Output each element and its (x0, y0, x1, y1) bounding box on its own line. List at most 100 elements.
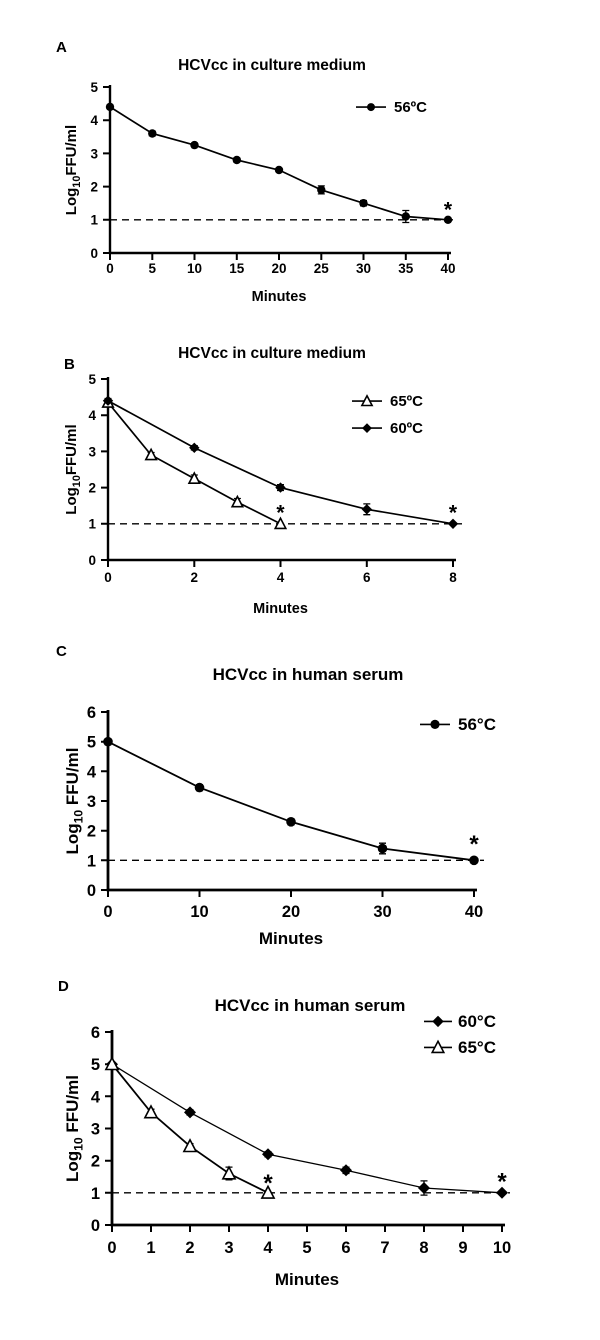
y-axis-label: Log10FFU/ml (63, 125, 83, 215)
svg-text:2: 2 (191, 570, 199, 585)
data-point-marker (144, 447, 158, 461)
data-point-marker (361, 504, 372, 515)
panel-label: D (58, 978, 69, 995)
data-point-marker (430, 1039, 446, 1054)
data-point-marker (182, 1138, 198, 1153)
data-point-marker (230, 494, 245, 508)
axes (105, 1030, 505, 1232)
panel-A-chart: A HCVcc in culture medium 0 1 2 3 4 5 0 5 10 15 20 25… (0, 0, 600, 330)
panel-label: B (64, 356, 75, 373)
panel-B-chart: B HCVcc in culture medium 0 1 2 3 4 5 0 2 4 6 8 Log10… (0, 330, 600, 640)
legend-label: 56ºC (394, 99, 427, 116)
x-axis-ticks (111, 1225, 503, 1232)
data-point-marker (367, 103, 375, 112)
axes (101, 710, 477, 897)
data-point-marker (360, 394, 374, 407)
chart-title: HCVcc in human serum (213, 665, 404, 684)
legend-label: 60°C (458, 1012, 496, 1031)
panel-label: A (56, 39, 67, 56)
y-tick-labels: 0 1 2 3 4 5 6 (87, 704, 97, 900)
y-axis-label: Log10 FFU/ml (63, 747, 85, 854)
svg-text:4: 4 (90, 113, 98, 128)
svg-text:10: 10 (493, 1239, 511, 1257)
series-line (111, 1063, 503, 1194)
legend-label: 65°C (458, 1038, 496, 1057)
svg-text:0: 0 (107, 1239, 116, 1257)
svg-text:0: 0 (87, 882, 96, 900)
svg-text:5: 5 (90, 80, 98, 95)
svg-text:5: 5 (87, 734, 96, 752)
x-tick-labels: 0 5 10 15 20 25 30 35 40 (106, 261, 455, 276)
panel-C: C HCVcc in human serum 0 1 2 3 4 5 6 0 10 20 30 40 Log… (0, 640, 600, 975)
svg-text:2: 2 (185, 1239, 194, 1257)
x-tick-labels: 0 1 2 3 4 5 6 7 8 9 10 (107, 1239, 511, 1257)
legend: 56ºC (356, 99, 427, 116)
svg-text:2: 2 (90, 180, 98, 195)
significance-asterisk: * (263, 1170, 273, 1197)
significance-asterisk: * (444, 199, 453, 222)
svg-text:0: 0 (104, 570, 112, 585)
data-point-marker (340, 1164, 352, 1177)
x-axis-label: Minutes (253, 601, 308, 617)
y-tick-labels: 0 1 2 3 4 5 6 (91, 1024, 101, 1235)
chart-title: HCVcc in culture medium (178, 345, 366, 362)
svg-text:4: 4 (88, 408, 96, 423)
svg-text:35: 35 (398, 261, 414, 276)
svg-text:15: 15 (229, 261, 245, 276)
legend-label: 65ºC (390, 393, 423, 410)
svg-text:6: 6 (363, 570, 371, 585)
y-tick-labels: 0 1 2 3 4 5 (88, 372, 96, 568)
data-point-marker (286, 817, 296, 827)
data-point-marker (359, 199, 368, 208)
y-axis-ticks (105, 1031, 112, 1226)
svg-text:6: 6 (341, 1239, 350, 1257)
svg-text:8: 8 (419, 1239, 428, 1257)
data-point-marker (232, 155, 241, 165)
y-axis-ticks (103, 86, 110, 254)
series-56ºC (105, 102, 453, 224)
series-line (111, 1063, 269, 1194)
svg-text:3: 3 (224, 1239, 233, 1257)
svg-text:0: 0 (91, 1217, 100, 1235)
legend: 60°C 65°C (424, 1012, 496, 1057)
data-point-marker (274, 165, 284, 175)
svg-text:3: 3 (88, 444, 96, 459)
x-tick-labels: 0 2 4 6 8 (104, 570, 457, 585)
data-point-marker (443, 215, 453, 224)
svg-text:30: 30 (373, 903, 391, 921)
svg-text:1: 1 (91, 1185, 100, 1203)
legend-label: 56°C (458, 715, 496, 734)
y-axis-label: Log10 FFU/ml (63, 1075, 85, 1182)
svg-text:0: 0 (90, 246, 98, 261)
axes (103, 85, 451, 260)
y-tick-labels: 0 1 2 3 4 5 (90, 80, 98, 261)
x-axis-ticks (107, 890, 475, 897)
series-56°C (103, 736, 479, 866)
svg-text:5: 5 (88, 372, 96, 387)
svg-text:4: 4 (87, 763, 97, 781)
svg-text:1: 1 (87, 852, 96, 870)
x-axis-ticks (109, 253, 449, 260)
x-axis-label: Minutes (259, 929, 323, 948)
svg-text:2: 2 (87, 823, 96, 841)
svg-text:40: 40 (465, 903, 483, 921)
svg-text:5: 5 (302, 1239, 311, 1257)
svg-text:10: 10 (187, 261, 202, 276)
y-axis-ticks (101, 711, 108, 891)
svg-text:2: 2 (91, 1153, 100, 1171)
svg-text:40: 40 (440, 261, 455, 276)
svg-text:1: 1 (146, 1239, 155, 1257)
data-point-marker (260, 1184, 276, 1199)
data-point-marker (377, 843, 388, 854)
series-line (109, 106, 449, 221)
data-point-marker (187, 471, 201, 484)
data-point-marker (184, 1106, 196, 1119)
x-axis-ticks (107, 560, 454, 567)
svg-text:4: 4 (91, 1088, 101, 1106)
data-point-marker (418, 1182, 430, 1194)
data-point-marker (143, 1104, 159, 1119)
svg-text:9: 9 (458, 1239, 467, 1257)
series-65°C (104, 1056, 276, 1199)
chart-title: HCVcc in culture medium (178, 57, 366, 74)
chart-title: HCVcc in human serum (215, 996, 406, 1015)
